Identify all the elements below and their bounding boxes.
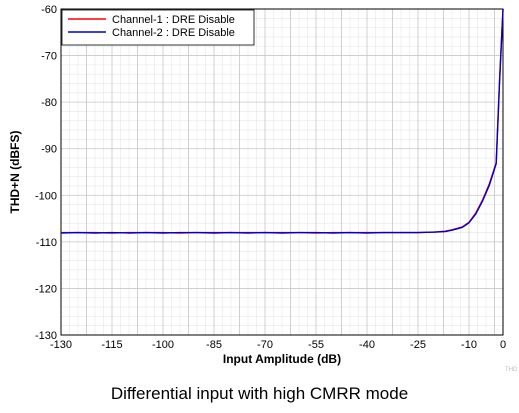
y-tick-label: -100	[35, 190, 57, 202]
y-axis-label: THD+N (dBFS)	[8, 131, 22, 214]
legend-label-2: Channel-2 : DRE Disable	[112, 27, 235, 39]
legend-label-1: Channel-1 : DRE Disable	[112, 14, 235, 26]
plot-frame	[60, 8, 504, 336]
chart: -130 -115 -100 -85 -70 -55 -40 -25 -10 0 -60-70-8…	[8, 4, 518, 373]
grid	[60, 8, 504, 336]
x-tick-label: -10	[461, 339, 477, 351]
x-tick-label: 0	[500, 339, 506, 351]
x-tick-label: -130	[50, 339, 72, 351]
series-line-2	[60, 8, 504, 234]
y-tick-label: -60	[41, 4, 57, 16]
figure-caption: Differential input with high CMRR mode	[110, 384, 409, 403]
legend-box	[61, 9, 255, 46]
x-tick-label: -25	[410, 339, 426, 351]
y-tick-labels: -60 -70 -80 -90 -100 -110 -120 -130	[35, 4, 57, 342]
x-tick-labels: -130 -115 -100 -85 -70 -55 -40 -25 -10 0	[50, 339, 506, 351]
series-lines	[60, 8, 504, 234]
y-tick-label: -110	[36, 237, 57, 249]
x-axis-label: Input Amplitude (dB)	[223, 352, 341, 366]
x-tick-label: -85	[206, 339, 222, 351]
y-tick-label: -70	[41, 51, 57, 63]
y-tick-label: -120	[35, 283, 57, 295]
y-tick-label: -80	[41, 97, 57, 109]
watermark: THD	[505, 367, 518, 373]
x-tick-label: -55	[308, 339, 324, 351]
y-tick-label: -90	[41, 144, 57, 156]
x-tick-label: -70	[257, 339, 273, 351]
x-tick-label: -100	[152, 339, 174, 351]
y-tick-label: -130	[35, 330, 57, 342]
x-tick-label: -115	[101, 339, 122, 351]
x-tick-label: -40	[359, 339, 375, 351]
